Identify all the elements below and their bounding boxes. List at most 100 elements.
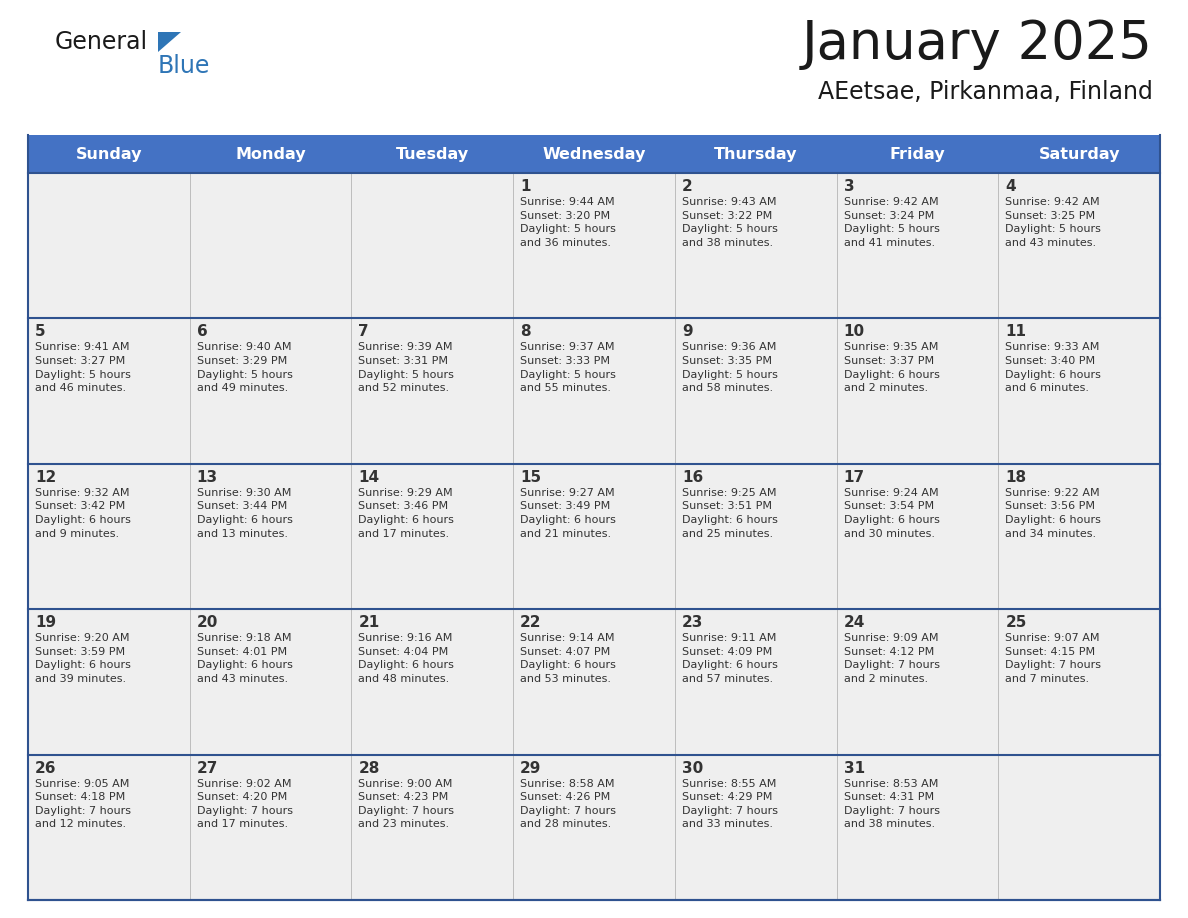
Bar	[352, 173, 513, 319]
Bar	[190, 755, 352, 900]
Text: Friday: Friday	[890, 147, 946, 162]
Text: Sunrise: 9:42 AM
Sunset: 3:24 PM
Daylight: 5 hours
and 41 minutes.: Sunrise: 9:42 AM Sunset: 3:24 PM Dayligh…	[843, 197, 940, 248]
Text: 14: 14	[359, 470, 379, 485]
Text: 28: 28	[359, 761, 380, 776]
Bar	[675, 319, 836, 464]
Bar	[998, 755, 1159, 900]
Bar	[29, 135, 1159, 173]
Text: Saturday: Saturday	[1038, 147, 1120, 162]
Text: 9: 9	[682, 324, 693, 340]
Bar	[675, 464, 836, 610]
Text: 6: 6	[197, 324, 208, 340]
Bar	[998, 464, 1159, 610]
Text: Wednesday: Wednesday	[542, 147, 646, 162]
Bar	[29, 173, 190, 319]
Text: Sunrise: 9:44 AM
Sunset: 3:20 PM
Daylight: 5 hours
and 36 minutes.: Sunrise: 9:44 AM Sunset: 3:20 PM Dayligh…	[520, 197, 617, 248]
Text: 20: 20	[197, 615, 219, 630]
Text: Sunrise: 9:33 AM
Sunset: 3:40 PM
Daylight: 6 hours
and 6 minutes.: Sunrise: 9:33 AM Sunset: 3:40 PM Dayligh…	[1005, 342, 1101, 393]
Text: 26: 26	[34, 761, 57, 776]
Text: 21: 21	[359, 615, 380, 630]
Text: Sunrise: 9:11 AM
Sunset: 4:09 PM
Daylight: 6 hours
and 57 minutes.: Sunrise: 9:11 AM Sunset: 4:09 PM Dayligh…	[682, 633, 778, 684]
Text: Sunrise: 9:18 AM
Sunset: 4:01 PM
Daylight: 6 hours
and 43 minutes.: Sunrise: 9:18 AM Sunset: 4:01 PM Dayligh…	[197, 633, 292, 684]
Bar	[352, 755, 513, 900]
Bar	[29, 464, 190, 610]
Text: 11: 11	[1005, 324, 1026, 340]
Bar	[190, 464, 352, 610]
Text: Sunrise: 9:07 AM
Sunset: 4:15 PM
Daylight: 7 hours
and 7 minutes.: Sunrise: 9:07 AM Sunset: 4:15 PM Dayligh…	[1005, 633, 1101, 684]
Text: Sunrise: 9:36 AM
Sunset: 3:35 PM
Daylight: 5 hours
and 58 minutes.: Sunrise: 9:36 AM Sunset: 3:35 PM Dayligh…	[682, 342, 778, 393]
Text: 1: 1	[520, 179, 531, 194]
Text: Sunrise: 9:05 AM
Sunset: 4:18 PM
Daylight: 7 hours
and 12 minutes.: Sunrise: 9:05 AM Sunset: 4:18 PM Dayligh…	[34, 778, 131, 829]
Text: 3: 3	[843, 179, 854, 194]
Text: Sunrise: 9:14 AM
Sunset: 4:07 PM
Daylight: 6 hours
and 53 minutes.: Sunrise: 9:14 AM Sunset: 4:07 PM Dayligh…	[520, 633, 617, 684]
Text: 24: 24	[843, 615, 865, 630]
Bar	[29, 610, 190, 755]
Text: Sunrise: 9:09 AM
Sunset: 4:12 PM
Daylight: 7 hours
and 2 minutes.: Sunrise: 9:09 AM Sunset: 4:12 PM Dayligh…	[843, 633, 940, 684]
Text: 15: 15	[520, 470, 542, 485]
Polygon shape	[158, 32, 181, 52]
Bar	[352, 610, 513, 755]
Text: Thursday: Thursday	[714, 147, 797, 162]
Text: 4: 4	[1005, 179, 1016, 194]
Bar	[513, 610, 675, 755]
Text: Sunrise: 9:25 AM
Sunset: 3:51 PM
Daylight: 6 hours
and 25 minutes.: Sunrise: 9:25 AM Sunset: 3:51 PM Dayligh…	[682, 487, 778, 539]
Bar	[29, 755, 190, 900]
Text: 23: 23	[682, 615, 703, 630]
Text: Sunrise: 9:30 AM
Sunset: 3:44 PM
Daylight: 6 hours
and 13 minutes.: Sunrise: 9:30 AM Sunset: 3:44 PM Dayligh…	[197, 487, 292, 539]
Text: Sunrise: 9:32 AM
Sunset: 3:42 PM
Daylight: 6 hours
and 9 minutes.: Sunrise: 9:32 AM Sunset: 3:42 PM Dayligh…	[34, 487, 131, 539]
Bar	[836, 173, 998, 319]
Text: General: General	[55, 30, 148, 54]
Bar	[190, 319, 352, 464]
Text: Sunrise: 8:55 AM
Sunset: 4:29 PM
Daylight: 7 hours
and 33 minutes.: Sunrise: 8:55 AM Sunset: 4:29 PM Dayligh…	[682, 778, 778, 829]
Bar	[513, 173, 675, 319]
Text: Sunrise: 9:37 AM
Sunset: 3:33 PM
Daylight: 5 hours
and 55 minutes.: Sunrise: 9:37 AM Sunset: 3:33 PM Dayligh…	[520, 342, 617, 393]
Text: Sunrise: 9:27 AM
Sunset: 3:49 PM
Daylight: 6 hours
and 21 minutes.: Sunrise: 9:27 AM Sunset: 3:49 PM Dayligh…	[520, 487, 617, 539]
Text: 8: 8	[520, 324, 531, 340]
Text: 27: 27	[197, 761, 219, 776]
Bar	[352, 464, 513, 610]
Text: 17: 17	[843, 470, 865, 485]
Bar	[998, 319, 1159, 464]
Text: Blue: Blue	[158, 54, 210, 78]
Text: 16: 16	[682, 470, 703, 485]
Text: 12: 12	[34, 470, 56, 485]
Text: Sunrise: 8:58 AM
Sunset: 4:26 PM
Daylight: 7 hours
and 28 minutes.: Sunrise: 8:58 AM Sunset: 4:26 PM Dayligh…	[520, 778, 617, 829]
Text: 13: 13	[197, 470, 217, 485]
Text: 2: 2	[682, 179, 693, 194]
Bar	[836, 610, 998, 755]
Bar	[513, 755, 675, 900]
Bar	[190, 610, 352, 755]
Bar	[675, 755, 836, 900]
Text: Sunrise: 9:24 AM
Sunset: 3:54 PM
Daylight: 6 hours
and 30 minutes.: Sunrise: 9:24 AM Sunset: 3:54 PM Dayligh…	[843, 487, 940, 539]
Bar	[675, 173, 836, 319]
Text: Sunday: Sunday	[76, 147, 143, 162]
Text: Sunrise: 9:02 AM
Sunset: 4:20 PM
Daylight: 7 hours
and 17 minutes.: Sunrise: 9:02 AM Sunset: 4:20 PM Dayligh…	[197, 778, 292, 829]
Bar	[513, 319, 675, 464]
Text: 30: 30	[682, 761, 703, 776]
Text: Sunrise: 9:22 AM
Sunset: 3:56 PM
Daylight: 6 hours
and 34 minutes.: Sunrise: 9:22 AM Sunset: 3:56 PM Dayligh…	[1005, 487, 1101, 539]
Text: 18: 18	[1005, 470, 1026, 485]
Text: Tuesday: Tuesday	[396, 147, 469, 162]
Bar	[998, 610, 1159, 755]
Text: Sunrise: 8:53 AM
Sunset: 4:31 PM
Daylight: 7 hours
and 38 minutes.: Sunrise: 8:53 AM Sunset: 4:31 PM Dayligh…	[843, 778, 940, 829]
Text: AEetsae, Pirkanmaa, Finland: AEetsae, Pirkanmaa, Finland	[819, 80, 1154, 104]
Text: Sunrise: 9:35 AM
Sunset: 3:37 PM
Daylight: 6 hours
and 2 minutes.: Sunrise: 9:35 AM Sunset: 3:37 PM Dayligh…	[843, 342, 940, 393]
Text: Sunrise: 9:00 AM
Sunset: 4:23 PM
Daylight: 7 hours
and 23 minutes.: Sunrise: 9:00 AM Sunset: 4:23 PM Dayligh…	[359, 778, 455, 829]
Text: 5: 5	[34, 324, 45, 340]
Text: 22: 22	[520, 615, 542, 630]
Bar	[836, 464, 998, 610]
Text: Sunrise: 9:29 AM
Sunset: 3:46 PM
Daylight: 6 hours
and 17 minutes.: Sunrise: 9:29 AM Sunset: 3:46 PM Dayligh…	[359, 487, 454, 539]
Text: Sunrise: 9:42 AM
Sunset: 3:25 PM
Daylight: 5 hours
and 43 minutes.: Sunrise: 9:42 AM Sunset: 3:25 PM Dayligh…	[1005, 197, 1101, 248]
Text: 19: 19	[34, 615, 56, 630]
Bar	[998, 173, 1159, 319]
Text: 7: 7	[359, 324, 369, 340]
Text: Sunrise: 9:40 AM
Sunset: 3:29 PM
Daylight: 5 hours
and 49 minutes.: Sunrise: 9:40 AM Sunset: 3:29 PM Dayligh…	[197, 342, 292, 393]
Bar	[352, 319, 513, 464]
Text: Sunrise: 9:39 AM
Sunset: 3:31 PM
Daylight: 5 hours
and 52 minutes.: Sunrise: 9:39 AM Sunset: 3:31 PM Dayligh…	[359, 342, 454, 393]
Text: Sunrise: 9:16 AM
Sunset: 4:04 PM
Daylight: 6 hours
and 48 minutes.: Sunrise: 9:16 AM Sunset: 4:04 PM Dayligh…	[359, 633, 454, 684]
Text: Monday: Monday	[235, 147, 305, 162]
Text: Sunrise: 9:43 AM
Sunset: 3:22 PM
Daylight: 5 hours
and 38 minutes.: Sunrise: 9:43 AM Sunset: 3:22 PM Dayligh…	[682, 197, 778, 248]
Bar	[513, 464, 675, 610]
Text: 10: 10	[843, 324, 865, 340]
Text: January 2025: January 2025	[802, 18, 1154, 70]
